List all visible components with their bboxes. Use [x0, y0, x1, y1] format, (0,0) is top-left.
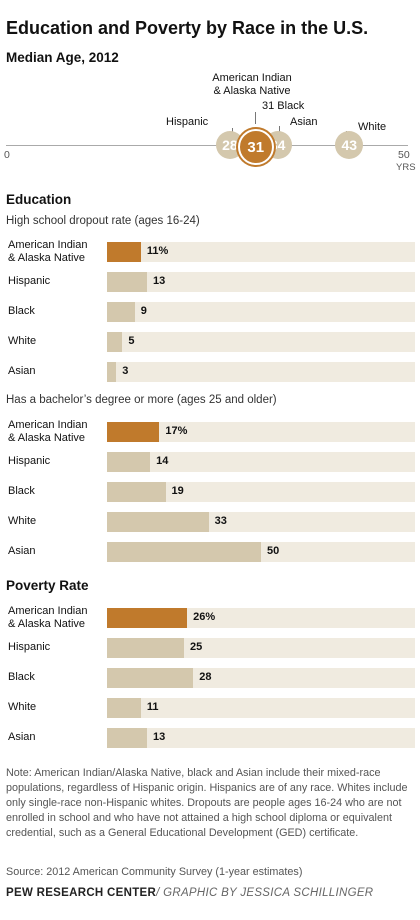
bachelor-track-american-indian-alaska-native — [107, 422, 415, 442]
poverty-track-asian — [107, 728, 415, 748]
footer-credit: PEW RESEARCH CENTER/ GRAPHIC BY JESSICA … — [6, 887, 373, 899]
median-age-axis — [6, 145, 408, 146]
poverty-track-hispanic — [107, 638, 415, 658]
bachelor-track-hispanic — [107, 452, 415, 472]
dropout-value-asian: 3 — [122, 365, 129, 377]
poverty-value-black: 28 — [199, 671, 212, 683]
poverty-bar-american-indian-alaska-native — [107, 608, 188, 628]
bachelor-bar-white — [107, 512, 209, 532]
bachelor-category-white: White — [8, 515, 37, 527]
dropout-value-black: 9 — [140, 305, 147, 317]
bachelor-track-black — [107, 482, 415, 502]
dropout-track-black — [107, 302, 415, 322]
poverty-category-american-indian-alaska-native: American Indian & Alaska Native — [8, 605, 88, 630]
age-leader-line — [279, 126, 288, 133]
poverty-track-white — [107, 698, 415, 718]
dropout-bar-white — [107, 332, 123, 352]
age-label-asian: Asian — [290, 116, 318, 128]
bachelor-category-hispanic: Hispanic — [8, 455, 51, 467]
dropout-bar-asian — [107, 362, 117, 382]
dropout-bar-black — [107, 302, 135, 322]
footer-byline: / GRAPHIC BY JESSICA SCHILLINGER — [156, 887, 374, 899]
dropout-category-asian: Asian — [8, 365, 36, 377]
dropout-category-black: Black — [8, 305, 35, 317]
poverty-value-asian: 13 — [153, 731, 166, 743]
bachelor-value-asian: 50 — [267, 545, 280, 557]
bachelor-bar-black — [107, 482, 166, 502]
age-leader-line — [255, 112, 263, 124]
dropout-track-asian — [107, 362, 415, 382]
age-label-31-black: 31 Black — [262, 100, 305, 112]
dropout-value-american-indian-alaska-native: 11% — [146, 245, 169, 257]
axis-unit-label: YRS — [396, 162, 416, 173]
poverty-bar-white — [107, 698, 141, 718]
bachelor-bar-hispanic — [107, 452, 151, 472]
age-label-hispanic: Hispanic — [166, 116, 209, 128]
poverty-value-american-indian-alaska-native: 26% — [193, 611, 216, 623]
poverty-value-hispanic: 25 — [190, 641, 203, 653]
bachelor-category-black: Black — [8, 485, 35, 497]
education-heading: Education — [6, 192, 72, 207]
poverty-category-white: White — [8, 701, 37, 713]
poverty-value-white: 11 — [146, 701, 159, 713]
footer-org: PEW RESEARCH CENTER — [6, 887, 157, 899]
bachelor-value-white: 33 — [214, 515, 227, 527]
dropout-bar-hispanic — [107, 272, 148, 292]
dropout-track-american-indian-alaska-native — [107, 242, 415, 262]
age-label-white: White — [358, 121, 387, 133]
poverty-category-hispanic: Hispanic — [8, 641, 51, 653]
dropout-track-hispanic — [107, 272, 415, 292]
bachelor-subtitle: Has a bachelor’s degree or more (ages 25… — [6, 394, 277, 406]
dropout-bar-american-indian-alaska-native — [107, 242, 141, 262]
bachelor-value-black: 19 — [171, 485, 184, 497]
dropout-value-white: 5 — [128, 335, 135, 347]
bachelor-bar-american-indian-alaska-native — [107, 422, 160, 442]
axis-max-label: 50 — [398, 149, 410, 161]
poverty-heading: Poverty Rate — [6, 578, 89, 593]
chart-source: Source: 2012 American Community Survey (… — [6, 866, 303, 878]
poverty-bar-asian — [107, 728, 148, 748]
age-bubble-31: 31 — [237, 129, 274, 165]
poverty-bar-black — [107, 668, 194, 688]
axis-min-label: 0 — [4, 149, 10, 161]
dropout-category-american-indian-alaska-native: American Indian & Alaska Native — [8, 239, 88, 264]
bachelor-category-american-indian-alaska-native: American Indian & Alaska Native — [8, 419, 88, 444]
chart-title: Education and Poverty by Race in the U.S… — [6, 18, 369, 38]
bachelor-category-asian: Asian — [8, 545, 36, 557]
bachelor-value-hispanic: 14 — [156, 455, 169, 467]
age-label-american-indian-alaska-native: American Indian & Alaska Native — [212, 72, 292, 97]
dropout-value-hispanic: 13 — [153, 275, 166, 287]
dropout-track-white — [107, 332, 415, 352]
dropout-category-hispanic: Hispanic — [8, 275, 51, 287]
poverty-bar-hispanic — [107, 638, 184, 658]
dropout-category-white: White — [8, 335, 37, 347]
age-bubble-43: 43 — [335, 131, 364, 159]
dropout-subtitle: High school dropout rate (ages 16-24) — [6, 215, 200, 227]
median-age-heading: Median Age, 2012 — [6, 50, 119, 65]
bachelor-value-american-indian-alaska-native: 17% — [165, 425, 188, 437]
poverty-category-asian: Asian — [8, 731, 36, 743]
poverty-category-black: Black — [8, 671, 35, 683]
bachelor-bar-asian — [107, 542, 261, 562]
chart-note: Note: American Indian/Alaska Native, bla… — [6, 767, 408, 839]
